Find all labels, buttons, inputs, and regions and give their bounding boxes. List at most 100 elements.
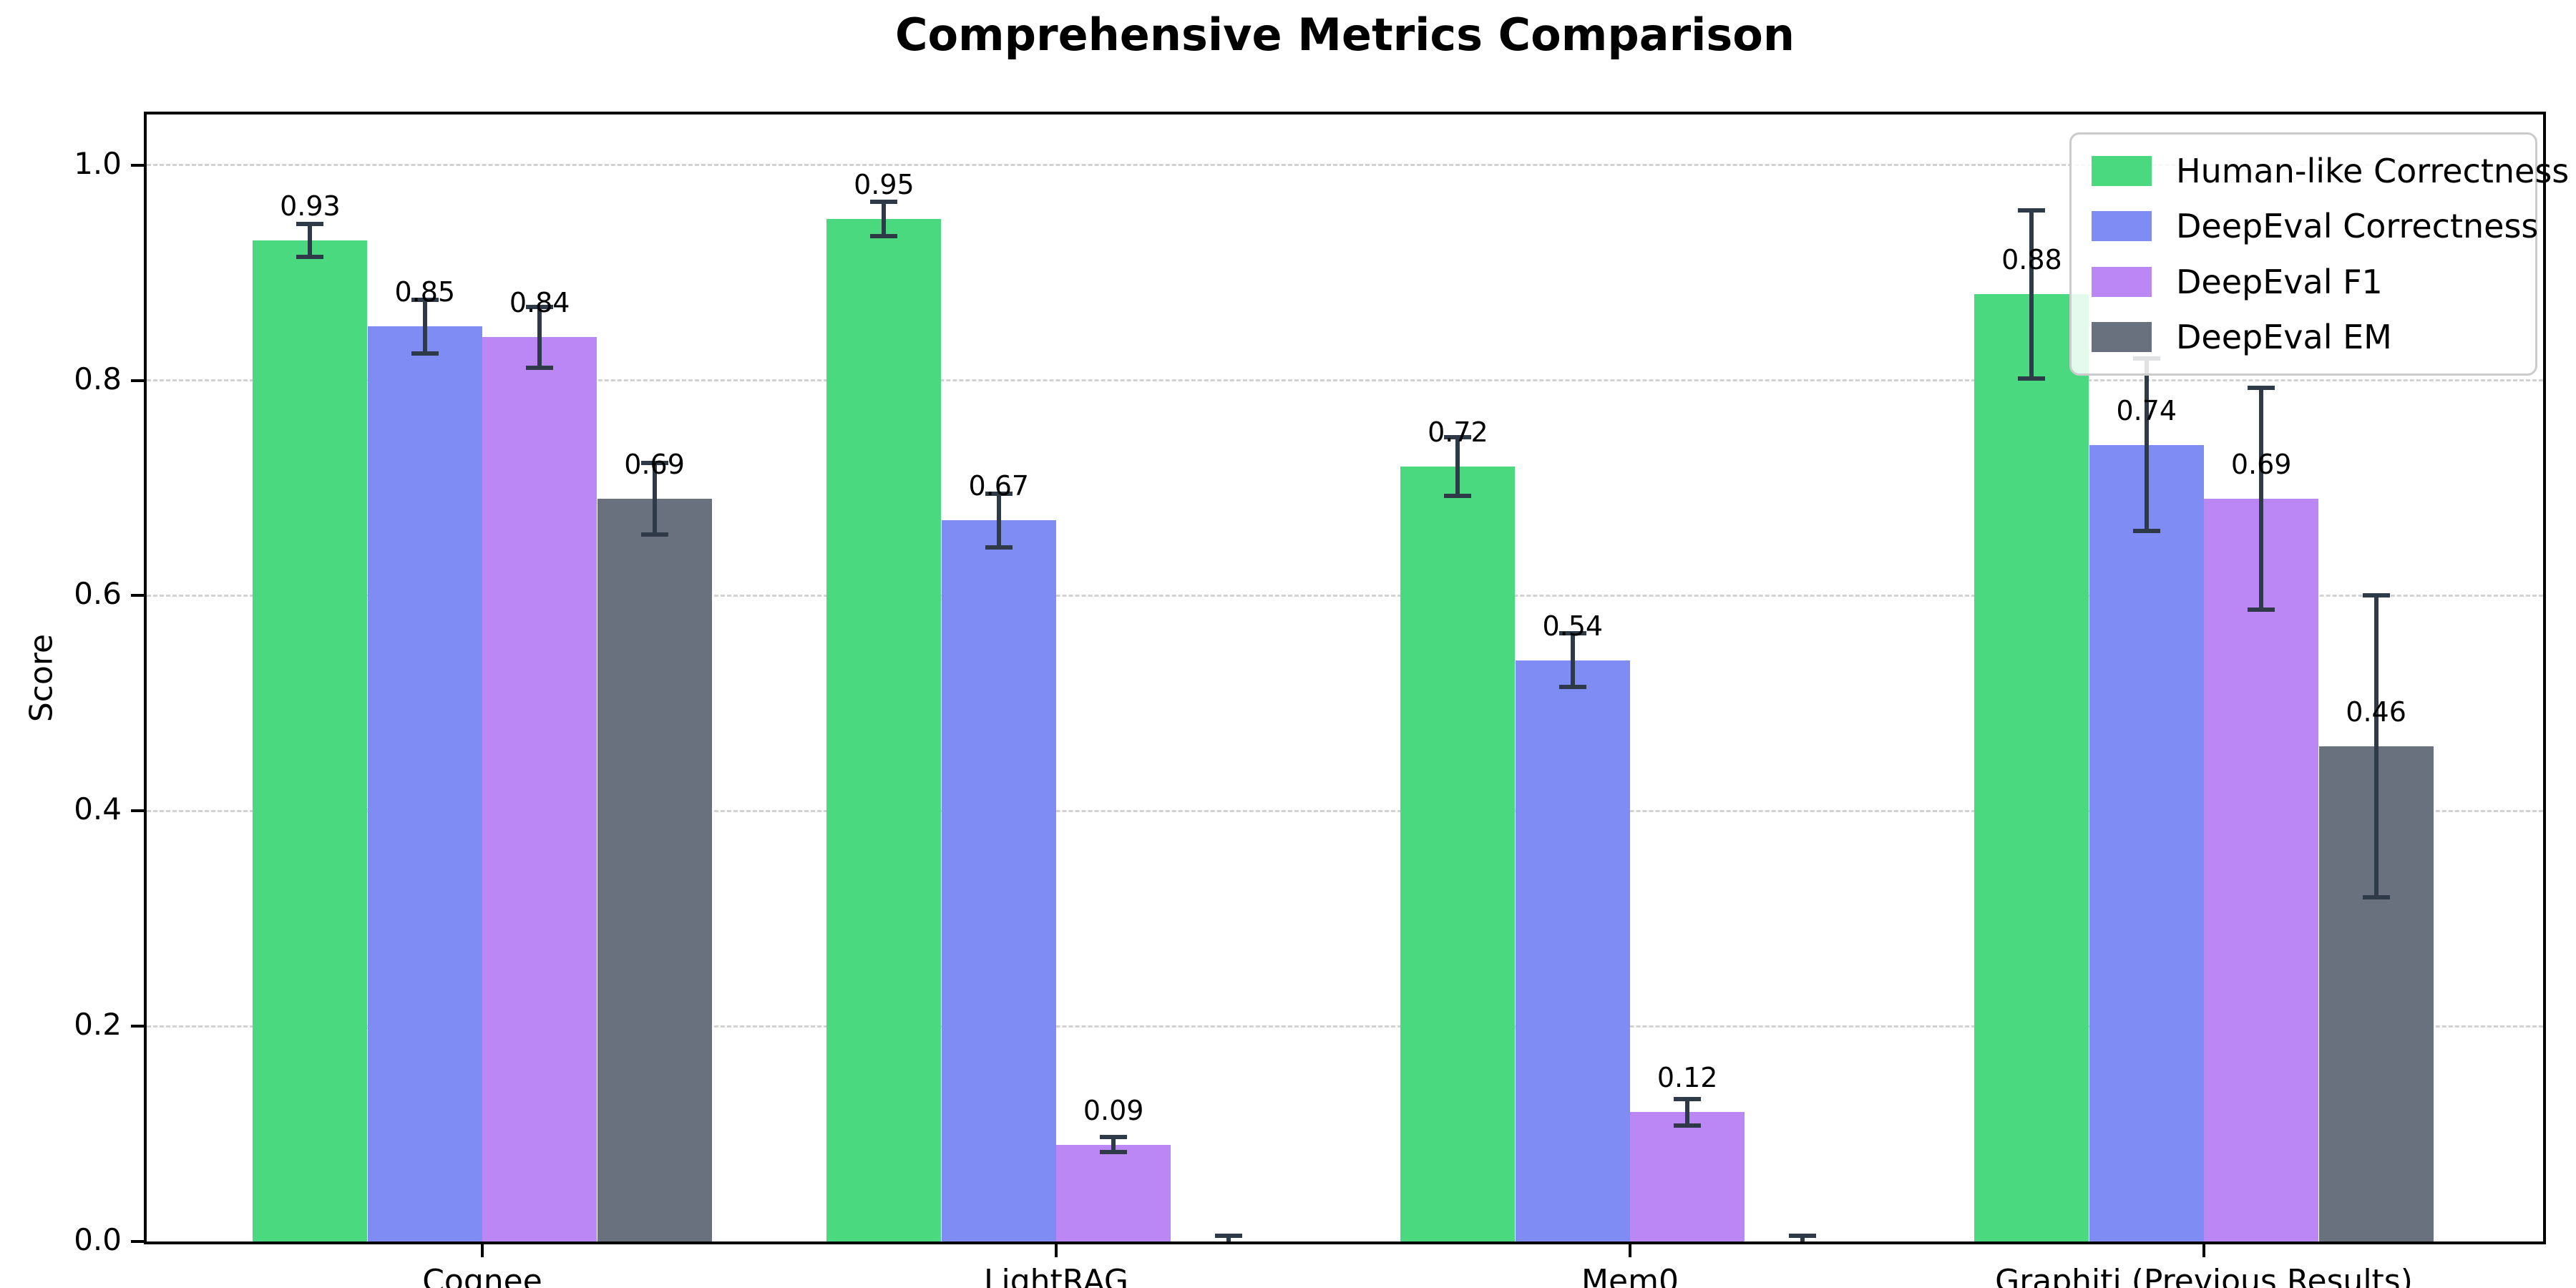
error-bar-cap [2362,593,2390,598]
bar-value-label: 0.69 [2230,449,2292,481]
error-bar-line [2373,595,2379,897]
error-bar-cap [296,254,324,259]
y-tick-label: 0.6 [74,576,122,612]
y-tick-mark [131,163,144,167]
error-bar-cap [640,461,668,466]
bar-value-label: 0.85 [394,276,456,308]
bar [826,218,942,1241]
bar-value-label: 0.88 [2001,244,2062,276]
y-tick-mark [131,809,144,813]
error-bar-cap [1674,1123,1702,1128]
bar [2204,499,2319,1241]
bar-value-label: 0.93 [280,190,341,223]
bar-value-label: 0.12 [1657,1062,1718,1094]
legend-item: DeepEval Correctness [2072,207,2539,246]
error-bar-cap [2248,386,2275,391]
x-tick-label: LightRAG [983,1263,1129,1288]
bar [1400,466,1516,1241]
error-bar-cap [1100,1150,1128,1155]
y-tick-label: 0.0 [74,1222,122,1257]
legend-item: DeepEval F1 [2072,263,2535,301]
error-bar-cap [526,305,554,310]
y-tick-label: 0.4 [74,791,122,827]
error-bar-cap [985,491,1013,496]
legend: Human-like Correctness DeepEval Correctne… [2069,132,2569,376]
bar [482,337,597,1241]
gridline [147,594,2543,597]
error-bar-line [2029,210,2034,379]
x-tick-mark [2202,1244,2205,1257]
error-bar-cap [2132,529,2160,534]
error-bar-cap [1444,493,1472,498]
error-bar-cap [2018,376,2046,381]
error-bar-cap [640,532,668,537]
bar [941,520,1056,1241]
bar-value-label: 0.72 [1428,416,1488,448]
x-tick-mark [1629,1244,1631,1257]
legend-label: DeepEval Correctness [2176,207,2539,246]
y-tick-mark [131,1025,144,1028]
error-bar-cap [870,234,898,238]
error-bar-line [2144,358,2149,532]
bar-value-label: 0.67 [968,470,1030,502]
bar-value-label: 0.95 [854,168,914,200]
y-tick-mark [131,1240,144,1243]
error-bar-cap [985,545,1013,550]
error-bar-cap [2248,607,2275,612]
x-tick-label: Mem0 [1581,1263,1679,1288]
gridline [147,164,2543,167]
error-bar-line [882,201,887,236]
bar [2089,444,2204,1241]
error-bar-line [422,299,427,353]
gridline [147,379,2543,382]
error-bar-line [652,463,657,535]
error-bar-cap [411,297,439,302]
x-tick-mark [1055,1244,1058,1257]
gridline [147,809,2543,812]
legend-item: Human-like Correctness [2072,152,2569,190]
legend-label: DeepEval EM [2176,318,2392,357]
error-bar-line [1685,1099,1690,1126]
error-bar-line [537,307,542,368]
bar [367,326,482,1241]
error-bar-line [308,224,313,257]
legend-item: DeepEval EM [2072,318,2535,356]
error-bar-cap [2362,894,2390,899]
x-tick-label: Graphiti (Previous Results) [1995,1263,2413,1288]
legend-swatch [2092,322,2152,353]
bar-value-label: 0.09 [1083,1094,1144,1126]
error-bar-cap [1214,1234,1242,1239]
y-tick-label: 1.0 [74,145,122,181]
y-tick-label: 0.2 [74,1007,122,1043]
legend-swatch [2092,266,2152,297]
error-bar-cap [526,365,554,370]
error-bar-line [1455,437,1460,496]
chart-title: Comprehensive Metrics Comparison [894,9,1795,61]
bar-value-label: 0.74 [2116,394,2177,426]
error-bar-cap [2018,208,2046,213]
legend-swatch [2092,211,2152,242]
error-bar-cap [296,222,324,227]
x-tick-label: Cognee [422,1263,542,1288]
error-bar-cap [1674,1097,1702,1102]
error-bar-line [2259,388,2264,610]
error-bar-line [1570,633,1575,688]
error-bar-line [1226,1236,1231,1241]
bar-value-label: 0.46 [2346,696,2406,728]
bar [1974,294,2089,1241]
legend-label: Human-like Correctness [2176,151,2570,190]
error-bar-line [1111,1137,1116,1153]
bar [253,240,368,1241]
bar [1056,1144,1171,1241]
error-bar-cap [1444,435,1472,440]
error-bar-cap [870,199,898,204]
error-bar-cap [411,351,439,356]
y-tick-label: 0.8 [74,361,122,396]
x-tick-mark [481,1244,484,1257]
bar-value-label: 0.84 [509,287,570,319]
error-bar-cap [1100,1135,1128,1140]
y-tick-mark [131,594,144,597]
error-bar-line [996,493,1001,547]
error-bar-cap [1558,685,1586,690]
bar [1515,660,1630,1241]
